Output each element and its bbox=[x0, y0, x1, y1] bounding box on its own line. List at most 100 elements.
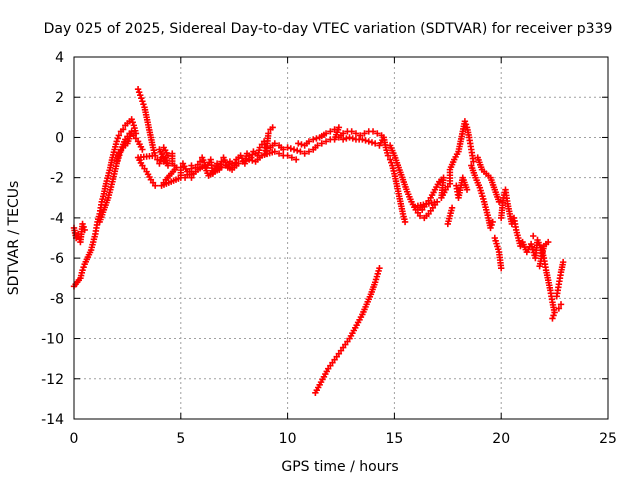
data-point bbox=[113, 138, 120, 145]
data-point bbox=[489, 218, 496, 226]
data-point bbox=[488, 221, 495, 229]
data-point bbox=[269, 124, 276, 131]
data-point bbox=[188, 162, 195, 169]
data-point bbox=[348, 128, 355, 135]
data-point bbox=[128, 116, 135, 123]
data-point bbox=[138, 95, 145, 102]
data-point bbox=[249, 151, 256, 158]
data-point bbox=[314, 142, 321, 149]
data-point bbox=[495, 198, 503, 205]
data-point bbox=[401, 218, 409, 226]
data-point bbox=[80, 263, 87, 271]
data-point bbox=[294, 147, 301, 154]
data-point bbox=[470, 158, 477, 165]
data-point bbox=[301, 150, 308, 157]
data-point bbox=[362, 137, 369, 144]
data-point bbox=[550, 312, 557, 319]
data-point bbox=[327, 128, 334, 135]
data-point bbox=[288, 154, 296, 161]
data-point bbox=[139, 98, 146, 105]
data-point bbox=[186, 168, 193, 175]
data-point bbox=[530, 232, 537, 240]
data-point bbox=[218, 158, 225, 165]
data-point bbox=[371, 140, 379, 147]
data-point bbox=[177, 164, 184, 171]
y-axis-label: SDTVAR / TECUs bbox=[6, 181, 22, 296]
data-point bbox=[128, 128, 135, 135]
y-tick-label: -2 bbox=[50, 171, 64, 187]
y-tick-label: -10 bbox=[41, 332, 64, 348]
data-point bbox=[318, 140, 325, 147]
data-point bbox=[305, 148, 313, 155]
data-point bbox=[352, 130, 360, 137]
data-point bbox=[119, 126, 127, 133]
data-point bbox=[129, 119, 136, 126]
y-tick-label: 2 bbox=[55, 90, 64, 106]
data-point bbox=[551, 309, 558, 316]
axis-ticks bbox=[73, 56, 609, 420]
data-point bbox=[79, 266, 86, 274]
data-point bbox=[322, 130, 330, 137]
data-point bbox=[416, 212, 424, 220]
data-point bbox=[115, 132, 123, 139]
data-point bbox=[295, 140, 302, 147]
data-point bbox=[284, 152, 291, 159]
data-point bbox=[79, 220, 86, 228]
data-point bbox=[137, 92, 144, 99]
y-tick-label: -8 bbox=[50, 291, 64, 307]
y-tick-label: -14 bbox=[41, 412, 64, 428]
data-point bbox=[235, 160, 242, 167]
data-point bbox=[298, 141, 305, 148]
y-tick-label: -6 bbox=[50, 251, 64, 267]
x-tick-label: 0 bbox=[70, 431, 79, 447]
data-point bbox=[346, 134, 353, 141]
data-point bbox=[280, 146, 287, 153]
data-point bbox=[517, 242, 524, 250]
y-tick-label: 0 bbox=[55, 130, 64, 146]
data-point bbox=[140, 101, 147, 108]
data-point bbox=[369, 128, 377, 135]
data-point bbox=[81, 226, 88, 234]
data-point bbox=[80, 223, 87, 231]
data-point bbox=[156, 160, 163, 167]
data-point bbox=[249, 157, 256, 164]
data-point bbox=[275, 150, 283, 157]
data-point bbox=[232, 159, 239, 166]
data-point bbox=[114, 135, 121, 142]
data-point bbox=[287, 145, 295, 152]
data-point bbox=[359, 136, 366, 143]
y-tick-label: -12 bbox=[41, 372, 64, 388]
data-point bbox=[462, 121, 470, 128]
data-point bbox=[305, 138, 313, 145]
data-point bbox=[284, 144, 291, 151]
data-point bbox=[331, 136, 338, 143]
data-points bbox=[70, 85, 567, 397]
data-point bbox=[310, 136, 317, 143]
data-point bbox=[549, 315, 556, 322]
data-point bbox=[559, 258, 567, 266]
data-point bbox=[461, 118, 469, 125]
plot-frame bbox=[73, 56, 609, 420]
data-point bbox=[448, 204, 456, 212]
data-point bbox=[265, 130, 272, 137]
data-point bbox=[313, 135, 320, 142]
data-point bbox=[135, 88, 143, 96]
data-point bbox=[555, 305, 563, 312]
data-point bbox=[151, 182, 159, 189]
data-point bbox=[374, 130, 381, 137]
data-point bbox=[218, 164, 225, 171]
data-point bbox=[156, 146, 163, 153]
data-point bbox=[297, 148, 304, 155]
data-point bbox=[343, 135, 350, 142]
data-point bbox=[376, 264, 383, 272]
data-point bbox=[139, 146, 146, 153]
data-point bbox=[290, 146, 298, 153]
data-point bbox=[387, 159, 395, 166]
x-tick-label: 25 bbox=[599, 431, 617, 447]
data-point bbox=[239, 158, 246, 165]
data-point bbox=[271, 140, 278, 147]
data-point bbox=[357, 132, 364, 139]
data-point bbox=[339, 136, 347, 143]
data-point bbox=[384, 152, 392, 159]
